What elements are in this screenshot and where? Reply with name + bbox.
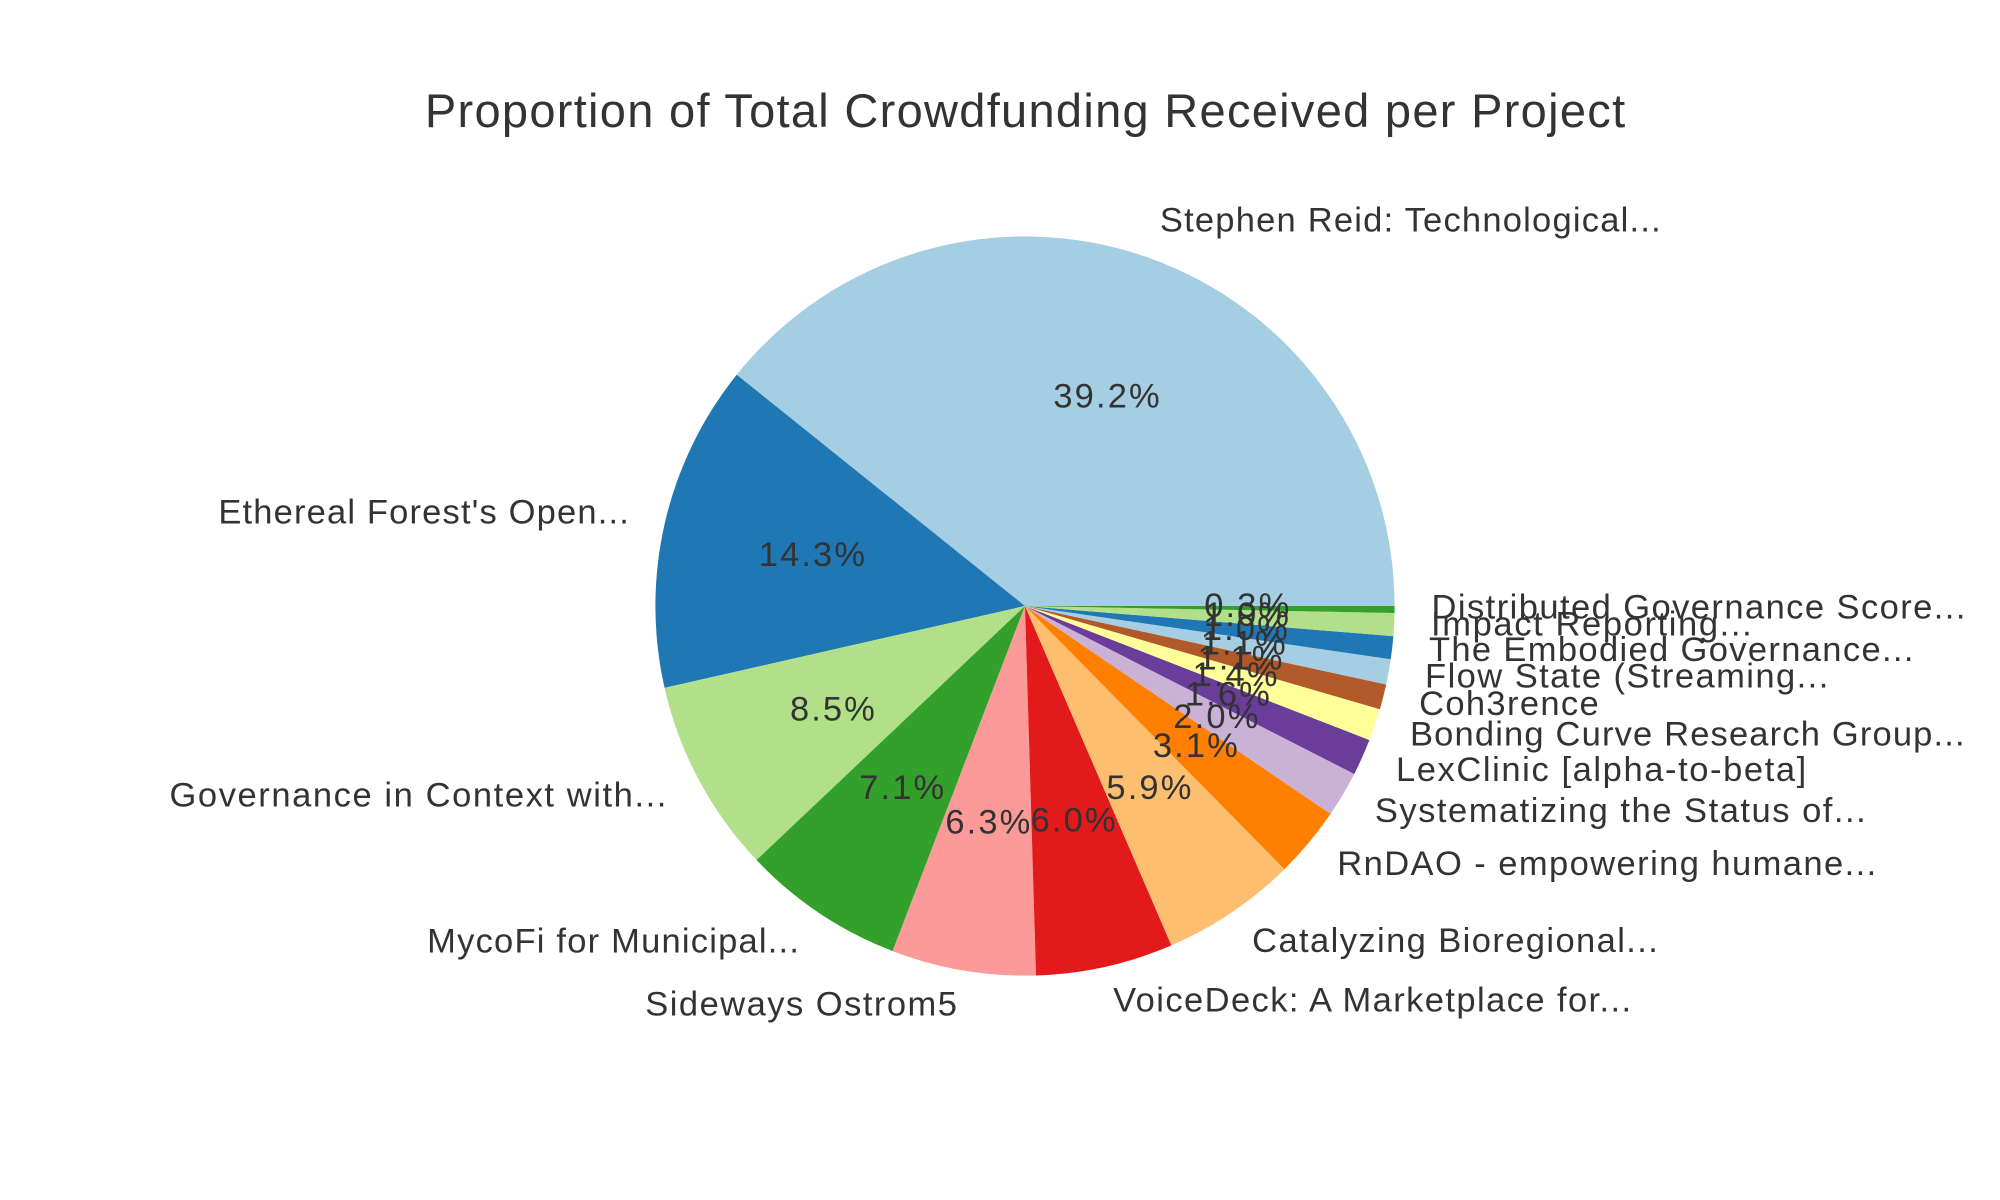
svg-text:1.1%: 1.1%: [1197, 639, 1282, 677]
svg-text:6.0%: 6.0%: [1031, 801, 1116, 839]
svg-text:RnDAO - empowering humane...: RnDAO - empowering humane...: [1337, 845, 1876, 883]
svg-text:Impact Reporting...: Impact Reporting...: [1431, 605, 1752, 643]
svg-text:1.1%: 1.1%: [1201, 624, 1286, 662]
svg-text:Stephen Reid: Technological...: Stephen Reid: Technological...: [1160, 201, 1661, 239]
svg-text:Sideways Ostrom5: Sideways Ostrom5: [645, 986, 957, 1024]
svg-text:Bonding Curve Research Group..: Bonding Curve Research Group...: [1410, 715, 1965, 753]
svg-text:Distributed Governance Score..: Distributed Governance Score...: [1432, 589, 1966, 627]
svg-text:1.6%: 1.6%: [1185, 676, 1270, 714]
svg-text:8.5%: 8.5%: [790, 690, 875, 728]
svg-text:Proportion of Total Crowdfundi: Proportion of Total Crowdfunding Receive…: [425, 84, 1625, 137]
svg-text:MycoFi for Municipal...: MycoFi for Municipal...: [427, 923, 799, 961]
svg-text:Ethereal Forest's Open...: Ethereal Forest's Open...: [218, 494, 629, 532]
svg-text:2.0%: 2.0%: [1173, 698, 1258, 736]
svg-text:1.4%: 1.4%: [1193, 656, 1278, 694]
svg-text:Systematizing the Status of...: Systematizing the Status of...: [1375, 792, 1866, 830]
svg-text:0.3%: 0.3%: [1204, 587, 1289, 625]
svg-text:5.9%: 5.9%: [1106, 769, 1191, 807]
svg-text:The Embodied Governance...: The Embodied Governance...: [1429, 631, 1914, 669]
svg-text:1.0%: 1.0%: [1203, 610, 1288, 648]
svg-text:Flow State (Streaming...: Flow State (Streaming...: [1425, 657, 1828, 695]
svg-text:Catalyzing Bioregional...: Catalyzing Bioregional...: [1252, 922, 1658, 960]
svg-text:VoiceDeck: A Marketplace for..: VoiceDeck: A Marketplace for...: [1113, 982, 1631, 1020]
svg-text:1.0%: 1.0%: [1204, 596, 1289, 634]
svg-text:Coh3rence: Coh3rence: [1419, 685, 1599, 723]
svg-text:Governance in Context with...: Governance in Context with...: [170, 776, 667, 814]
svg-text:3.1%: 3.1%: [1153, 727, 1238, 765]
svg-text:6.3%: 6.3%: [945, 803, 1030, 841]
svg-text:7.1%: 7.1%: [859, 769, 944, 807]
